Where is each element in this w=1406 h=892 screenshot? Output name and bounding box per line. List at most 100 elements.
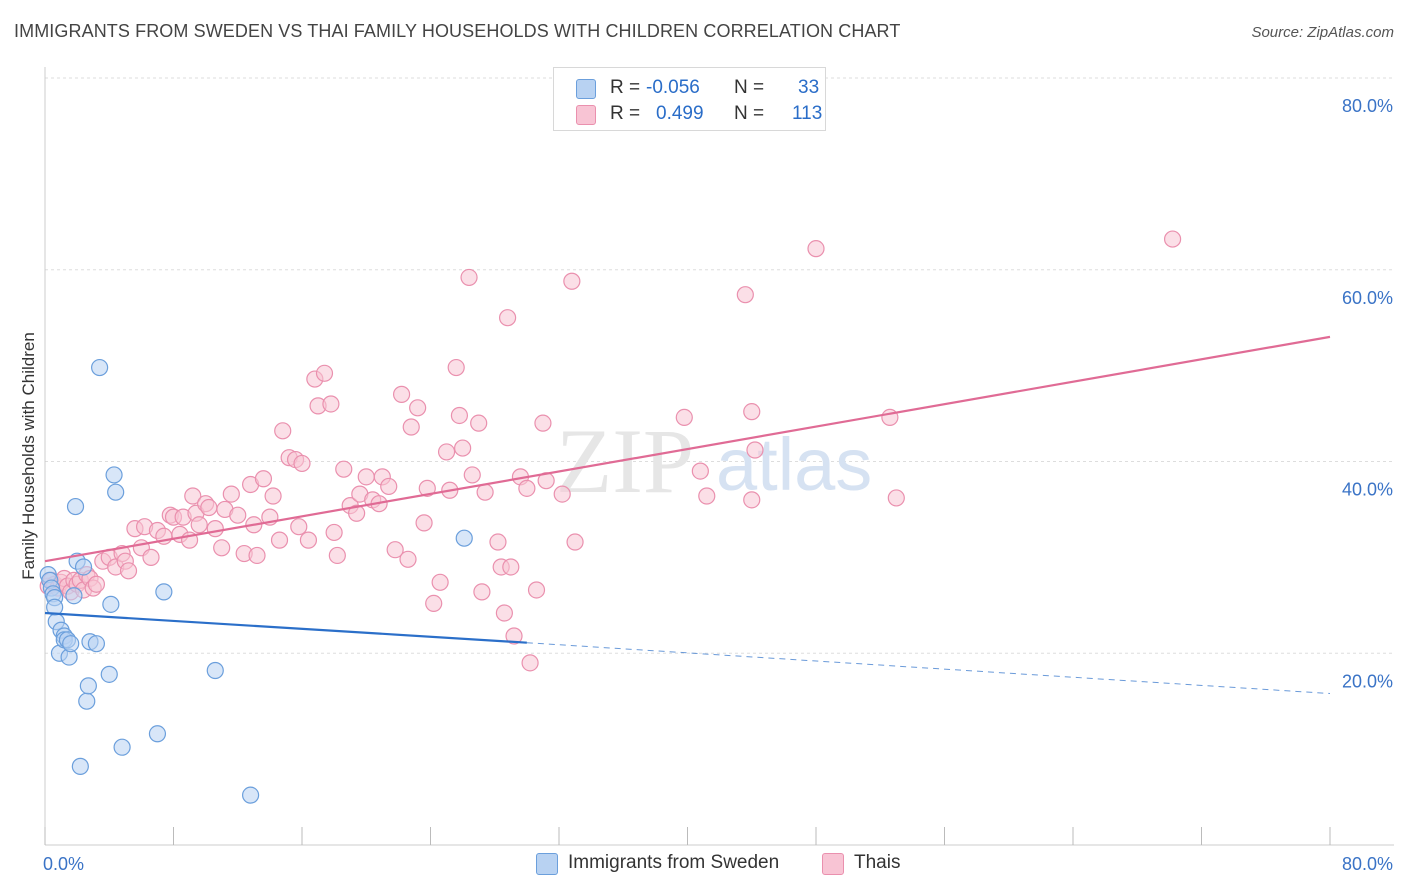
thai-point [476, 483, 494, 501]
thai-point [357, 468, 375, 486]
thai-point [698, 487, 716, 505]
thai-point [87, 575, 106, 593]
sweden-point [91, 358, 109, 377]
thai-point [270, 531, 289, 549]
sweden-point [105, 466, 123, 484]
thai-point [142, 548, 160, 566]
thai-point [518, 479, 536, 497]
trend-lines [44, 335, 1331, 695]
thai-point [315, 364, 334, 382]
sweden-point [102, 595, 120, 613]
legend-swatch-sweden [536, 853, 558, 875]
thai-point [473, 583, 491, 601]
thai-point [502, 558, 520, 576]
legend-n-label: N = [734, 77, 765, 98]
sweden-point [113, 738, 131, 756]
legend-r-label: R = [610, 103, 641, 124]
sweden-point [65, 587, 83, 605]
thai-point [335, 460, 353, 478]
thai-point [274, 422, 292, 440]
thai-point [392, 385, 411, 403]
sweden-point [71, 757, 89, 775]
thai-point [447, 358, 465, 377]
thai-point [409, 399, 427, 417]
thai-point [248, 546, 266, 565]
sweden-trend-line [44, 611, 527, 644]
thai-point [463, 466, 481, 484]
thai-point [566, 533, 584, 551]
tick-labels: 20.0% 40.0% 60.0% 80.0% 0.0% 80.0% [43, 96, 1393, 874]
sweden-point [148, 725, 167, 743]
legend-n-label: N = [734, 103, 765, 124]
thai-trend-line [44, 335, 1331, 563]
thai-point [736, 286, 754, 304]
thai-point [553, 485, 571, 503]
thai-point [521, 654, 539, 672]
sweden-point [79, 677, 97, 695]
thai-point [299, 531, 318, 549]
y-tick-label: 40.0% [1342, 480, 1393, 500]
sweden-point [155, 583, 173, 601]
thai-point [460, 268, 478, 287]
y-tick-label: 60.0% [1342, 288, 1393, 308]
thai-point [563, 272, 581, 290]
legend-label-thai: Thais [854, 852, 901, 873]
thai-point [200, 498, 218, 517]
thai-point [328, 546, 346, 565]
thai-point [222, 485, 240, 503]
thai-point [675, 408, 693, 426]
thai-point [527, 581, 546, 599]
thai-point [399, 550, 417, 568]
thai-point [348, 504, 366, 522]
thai-point [746, 441, 764, 459]
thai-point [505, 627, 523, 645]
sweden-point [74, 558, 93, 576]
legend-swatch-thai [576, 105, 596, 125]
sweden-point [66, 497, 85, 516]
sweden-point [455, 529, 473, 547]
source-label: Source: ZipAtlas.com [1251, 24, 1394, 41]
thai-point [807, 240, 825, 258]
watermark-atlas: atlas [716, 423, 872, 506]
sweden-points [39, 358, 473, 804]
legend-label-sweden: Immigrants from Sweden [568, 852, 780, 873]
y-tick-label: 80.0% [1342, 96, 1393, 116]
legend-swatch-sweden [576, 79, 596, 99]
grid-lines [45, 77, 1394, 654]
chart-title: IMMIGRANTS FROM SWEDEN VS THAI FAMILY HO… [14, 21, 901, 41]
x-tick-label-min: 0.0% [43, 854, 84, 874]
sweden-point [100, 665, 118, 683]
thai-point [450, 406, 469, 425]
thai-point [495, 604, 513, 622]
legend-r-label: R = [610, 77, 641, 98]
legend-n-value-sweden: 33 [798, 77, 820, 98]
thai-point [499, 309, 517, 327]
thai-point [431, 573, 449, 591]
thai-point [380, 477, 398, 496]
thai-point [534, 414, 552, 432]
y-tick-label: 20.0% [1342, 671, 1393, 691]
legend-n-value-thai: 113 [792, 103, 823, 124]
correlation-legend: R = -0.056 N = 33 R = 0.499 N = 113 [553, 67, 826, 131]
legend-r-value-thai: 0.499 [656, 103, 704, 124]
sweden-point [206, 661, 224, 680]
thai-point [425, 594, 443, 612]
thai-point [402, 418, 420, 436]
sweden-point [78, 692, 96, 710]
thai-point [119, 562, 138, 580]
thai-point [691, 462, 709, 480]
thai-point [184, 487, 202, 505]
legend-r-value-sweden: -0.056 [646, 77, 700, 98]
x-tick-label-max: 80.0% [1342, 854, 1393, 874]
thai-point [264, 487, 282, 505]
sweden-point [242, 786, 260, 804]
thai-point [386, 541, 404, 559]
sweden-trend-extension [526, 642, 1331, 695]
thai-point [322, 395, 340, 413]
thai-point [190, 516, 208, 534]
legend-swatch-thai [822, 853, 844, 875]
thai-point [325, 523, 343, 542]
thai-point [290, 518, 308, 536]
sweden-point [87, 635, 106, 653]
